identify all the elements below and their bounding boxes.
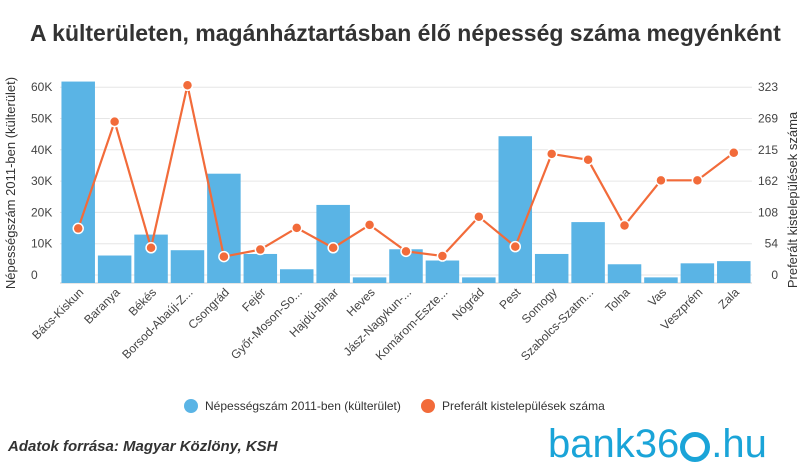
line-point bbox=[108, 115, 121, 128]
bar bbox=[571, 222, 605, 283]
bar bbox=[717, 261, 751, 283]
logo-suffix: .hu bbox=[711, 422, 767, 466]
chart-title: A külterületen, magánháztartásban élő né… bbox=[30, 20, 781, 46]
legend-line-marker bbox=[421, 399, 435, 413]
line-point bbox=[363, 219, 376, 231]
series-line bbox=[77, 85, 735, 258]
bar bbox=[607, 264, 642, 283]
right-tick-label: 108 bbox=[758, 205, 778, 219]
legend-bar-label: Népességszám 2011-ben (külterület) bbox=[205, 399, 401, 413]
bar bbox=[680, 263, 715, 283]
line-point bbox=[72, 222, 84, 235]
right-tick-label: 162 bbox=[758, 174, 778, 188]
bar bbox=[279, 269, 314, 283]
right-axis-title: Preferált kistelepülések száma bbox=[785, 111, 800, 288]
left-tick-label: 20K bbox=[31, 205, 52, 219]
line-point bbox=[290, 222, 303, 234]
x-tick-label: Vas bbox=[645, 285, 669, 309]
left-tick-label: 30K bbox=[31, 174, 52, 188]
x-tick-label: Zala bbox=[716, 285, 743, 312]
logo-prefix: bank36 bbox=[548, 422, 680, 466]
bar bbox=[352, 277, 387, 283]
left-axis: 0 10K 20K 30K 40K 50K 60K bbox=[31, 80, 52, 282]
right-axis: 0 54 108 162 215 269 323 bbox=[758, 80, 778, 282]
right-tick-label: 54 bbox=[765, 237, 779, 251]
x-tick-label: Tolna bbox=[602, 285, 632, 315]
legend-bar-marker bbox=[184, 399, 198, 413]
bar bbox=[61, 81, 95, 283]
bar bbox=[134, 234, 168, 283]
bar bbox=[462, 277, 496, 283]
right-tick-label: 269 bbox=[758, 112, 778, 126]
line-point bbox=[582, 154, 594, 166]
left-tick-label: 0 bbox=[31, 268, 38, 282]
x-tick-label: Nógrád bbox=[449, 285, 487, 323]
x-tick-label: Heves bbox=[344, 285, 378, 319]
line-point bbox=[728, 147, 740, 159]
left-tick-label: 10K bbox=[31, 237, 52, 251]
right-tick-label: 323 bbox=[758, 80, 778, 94]
x-tick-label: Bács-Kiskun bbox=[29, 285, 86, 342]
logo-ring-icon bbox=[680, 431, 711, 462]
legend: Népességszám 2011-ben (külterület) Prefe… bbox=[184, 399, 605, 413]
bar bbox=[425, 260, 460, 283]
line-point bbox=[509, 240, 522, 253]
bar bbox=[534, 253, 569, 283]
bar bbox=[498, 136, 533, 283]
right-tick-label: 0 bbox=[771, 268, 778, 282]
line-point bbox=[218, 250, 230, 263]
line-series bbox=[72, 79, 740, 263]
source-note: Adatok forrása: Magyar Közlöny, KSH bbox=[8, 438, 278, 455]
line-point bbox=[545, 148, 558, 160]
line-point bbox=[473, 210, 485, 223]
x-tick-label: Pest bbox=[497, 285, 524, 312]
bar bbox=[644, 277, 678, 283]
left-tick-label: 50K bbox=[31, 112, 52, 126]
line-point bbox=[691, 174, 704, 187]
bar bbox=[207, 173, 241, 283]
bar bbox=[97, 255, 132, 283]
bar-series bbox=[61, 81, 751, 283]
bar bbox=[170, 250, 205, 283]
left-axis-title: Népességszám 2011-ben (külterület) bbox=[3, 77, 18, 289]
line-point bbox=[181, 79, 194, 92]
line-point bbox=[145, 242, 157, 254]
brand-logo: bank36 .hu bbox=[548, 422, 767, 467]
left-tick-label: 40K bbox=[31, 143, 52, 157]
left-tick-label: 60K bbox=[31, 80, 52, 94]
line-point bbox=[436, 250, 449, 262]
line-point bbox=[327, 242, 339, 254]
x-tick-label: Baranya bbox=[81, 285, 123, 327]
x-tick-label: Fejér bbox=[239, 285, 268, 314]
legend-line-label: Preferált kistelepülések száma bbox=[442, 399, 605, 413]
line-point bbox=[618, 219, 631, 232]
bar bbox=[243, 253, 278, 283]
line-point bbox=[254, 243, 267, 256]
line-point bbox=[400, 245, 412, 258]
right-tick-label: 215 bbox=[758, 143, 778, 157]
x-tick-label: Békés bbox=[126, 285, 159, 318]
line-point bbox=[655, 174, 667, 187]
